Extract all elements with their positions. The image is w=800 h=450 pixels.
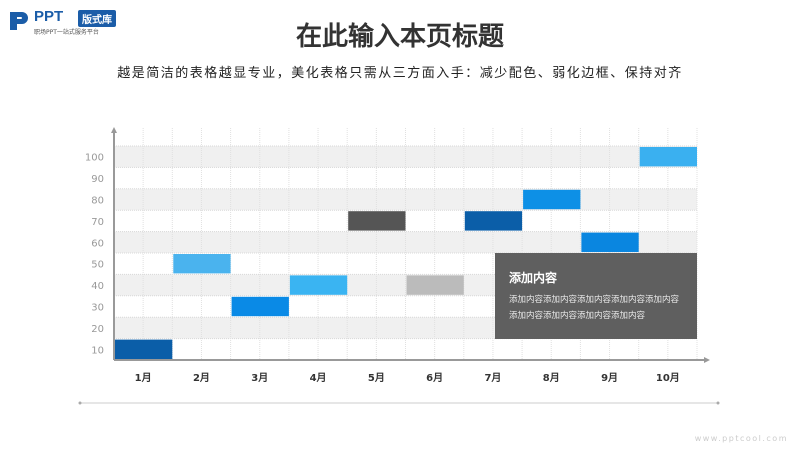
logo-brand: PPT [34, 8, 64, 25]
watermark: www.pptcool.com [694, 434, 788, 443]
y-tick-label: 20 [91, 324, 104, 335]
bar-9 [581, 232, 639, 252]
x-axis-arrow-icon [704, 357, 710, 363]
textbox-body: 添加内容添加内容添加内容添加内容添加内容添加内容添加内容添加内容添加内容 [509, 295, 680, 321]
logo-tagline: 职场PPT一站式服务平台 [34, 29, 99, 36]
x-tick-label: 7月 [484, 372, 501, 384]
bar-8 [523, 189, 581, 210]
bar-3 [231, 296, 289, 317]
y-tick-label: 50 [91, 260, 104, 271]
logo-p-icon [10, 12, 28, 30]
x-tick-label: 3月 [251, 372, 268, 384]
x-tick-label: 1月 [135, 372, 152, 384]
page-title: 在此输入本页标题 [295, 22, 504, 52]
y-axis-arrow-icon [111, 127, 117, 133]
divider-dot-left [78, 401, 82, 405]
y-tick-label: 30 [91, 303, 104, 314]
y-tick-label: 40 [91, 281, 104, 292]
y-tick-label: 10 [91, 345, 104, 356]
bar-5 [348, 211, 406, 231]
logo-badge: 版式库 [78, 10, 116, 27]
x-tick-label: 8月 [543, 372, 560, 384]
y-tick-label: 100 [85, 153, 104, 164]
bar-2 [173, 254, 231, 274]
x-tick-label: 6月 [426, 372, 443, 384]
bar-10 [639, 147, 697, 167]
logo: PPT 版式库 职场PPT一站式服务平台 [8, 8, 158, 38]
x-tick-label: 2月 [193, 372, 210, 384]
divider-dot-right [716, 401, 720, 405]
bar-1 [115, 339, 173, 359]
bar-6 [406, 275, 464, 295]
textbox-title: 添加内容 [509, 271, 558, 285]
y-tick-label: 80 [91, 196, 104, 207]
y-tick-label: 60 [91, 238, 104, 249]
x-tick-label: 4月 [310, 372, 327, 384]
y-tick-label: 70 [91, 217, 104, 228]
bar-7 [464, 211, 523, 231]
x-tick-label: 5月 [368, 372, 385, 384]
bar-4 [289, 275, 348, 295]
x-tick-label: 10月 [656, 372, 680, 384]
content-textbox: 添加内容 添加内容添加内容添加内容添加内容添加内容添加内容添加内容添加内容添加内… [495, 253, 697, 339]
x-tick-label: 9月 [601, 372, 618, 384]
page-subtitle: 越是简洁的表格越显专业，美化表格只需从三方面入手：减少配色、弱化边框、保持对齐 [117, 66, 683, 81]
y-tick-label: 90 [91, 174, 104, 185]
